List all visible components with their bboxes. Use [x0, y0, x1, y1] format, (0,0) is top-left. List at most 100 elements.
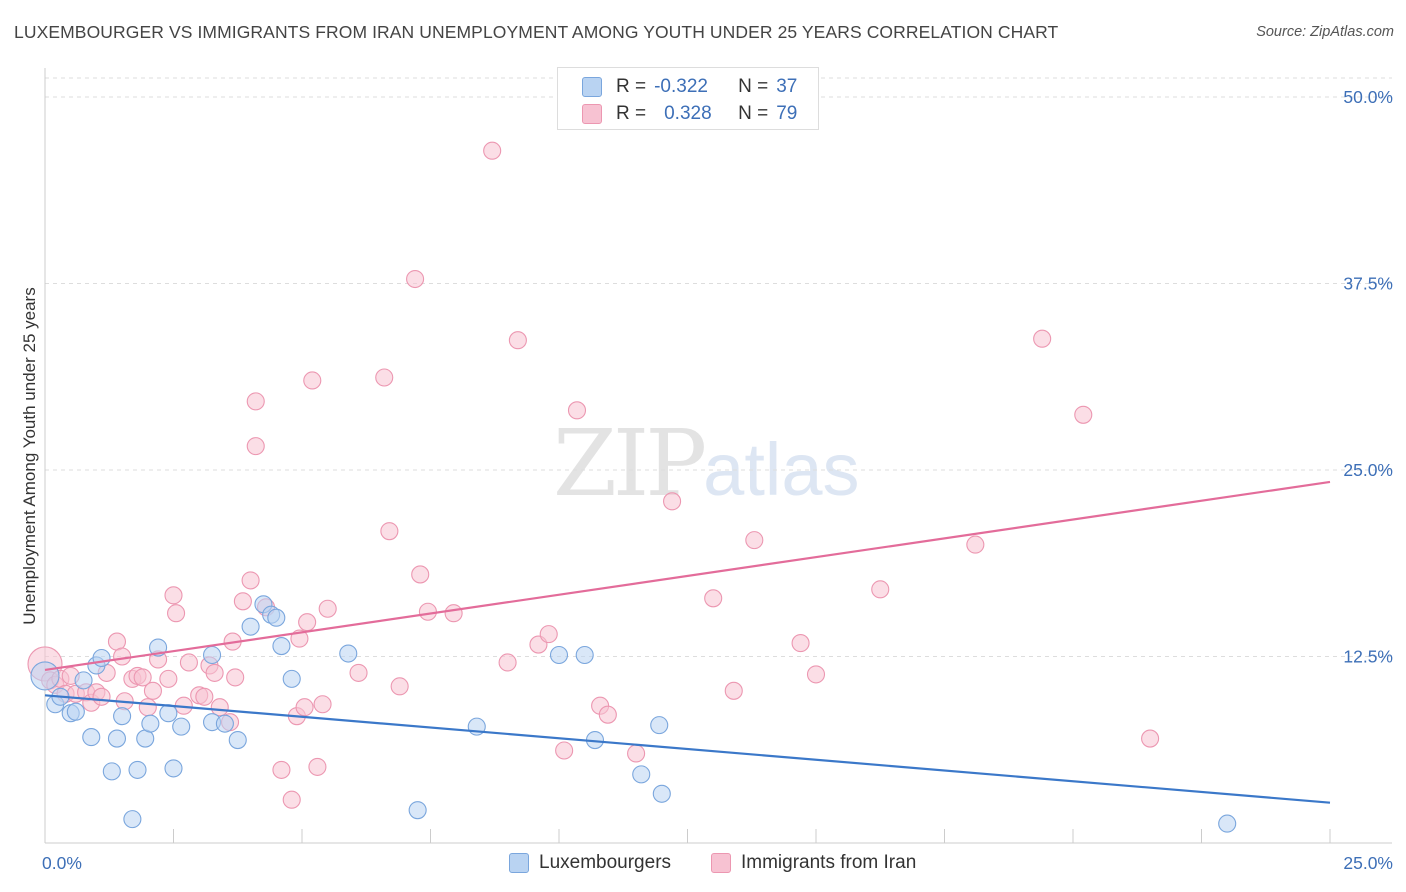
correlation-legend: R = -0.322 N = 37 R = 0.328 N = 79 — [557, 67, 819, 130]
luxembourger-point — [107, 729, 127, 748]
luxembourger-point — [102, 762, 121, 781]
legend-n-value: 79 — [776, 103, 798, 124]
iran-point — [138, 698, 157, 717]
iran-point — [806, 665, 826, 684]
iran-point — [375, 368, 394, 387]
luxembourger-point — [123, 810, 142, 829]
luxembourger-point — [575, 645, 594, 665]
iran-point — [1141, 729, 1160, 748]
iran-point — [444, 604, 463, 623]
iran-point — [1074, 405, 1093, 424]
bottom-legend-luxembourgers: Luxembourgers — [509, 852, 671, 874]
luxembourger-point — [650, 716, 669, 735]
luxembourger-point — [203, 645, 222, 665]
luxembourger-point — [339, 644, 358, 663]
iran-point — [313, 695, 332, 714]
iran-point — [205, 663, 224, 682]
iran-point — [92, 687, 111, 706]
luxembourger-point — [408, 801, 427, 820]
legend-r-label: R = — [616, 103, 647, 124]
iran-point — [246, 392, 265, 411]
iran-point — [241, 571, 260, 590]
luxembourger-point — [92, 648, 111, 668]
iran-point — [282, 790, 301, 809]
iran-trend-line — [44, 480, 1331, 672]
iran-point — [627, 744, 646, 763]
luxembourger-point — [282, 669, 301, 688]
luxembourger-point — [652, 784, 671, 803]
bottom-legend-swatch-pink — [711, 853, 731, 873]
iran-point — [195, 687, 214, 706]
iran-point — [113, 647, 132, 666]
iran-point — [508, 331, 527, 350]
iran-point — [406, 269, 425, 289]
iran-point — [663, 492, 682, 511]
x-tick-label: 0.0% — [42, 853, 82, 873]
legend-n-value: 37 — [776, 76, 798, 97]
chart-title: LUXEMBOURGER VS IMMIGRANTS FROM IRAN UNE… — [14, 22, 1059, 42]
legend-row-iran: R = 0.328 N = 79 — [582, 102, 797, 126]
iran-point — [295, 698, 314, 717]
iran-point — [349, 663, 368, 682]
luxembourger-point — [82, 728, 101, 747]
legend-swatch-pink — [582, 104, 602, 124]
iran-point — [246, 437, 265, 456]
iran-point — [318, 599, 337, 618]
bottom-legend-iran: Immigrants from Iran — [711, 852, 916, 874]
iran-point — [498, 653, 517, 672]
iran-point — [598, 705, 617, 724]
iran-point — [167, 604, 186, 623]
legend-swatch-blue — [582, 77, 602, 97]
bottom-legend-swatch-blue — [509, 853, 529, 873]
luxembourger-point — [113, 707, 132, 726]
legend-r-label: R = — [616, 76, 647, 97]
iran-point — [298, 613, 317, 632]
iran-point — [159, 669, 178, 688]
y-tick-label: 37.5% — [1343, 274, 1393, 294]
iran-point — [483, 141, 502, 160]
iran-point — [966, 535, 985, 554]
iran-point — [380, 522, 399, 541]
luxembourger-point — [267, 608, 286, 627]
luxembourger-point — [215, 714, 234, 733]
y-tick-label: 25.0% — [1343, 460, 1393, 480]
iran-point — [871, 580, 890, 599]
y-tick-label: 50.0% — [1343, 87, 1393, 107]
iran-point — [418, 602, 437, 621]
x-tick-label: 25.0% — [1343, 853, 1393, 873]
iran-point — [539, 625, 558, 644]
iran-point — [233, 592, 252, 611]
luxembourger-point — [632, 765, 651, 784]
iran-point — [411, 565, 430, 584]
legend-n-label: N = — [738, 103, 769, 124]
watermark: ZIPatlas — [553, 410, 859, 517]
iran-point — [1033, 329, 1052, 348]
iran-point — [272, 760, 291, 779]
luxembourger-point — [74, 671, 93, 690]
iran-point — [704, 589, 723, 608]
y-axis-label: Unemployment Among Youth under 25 years — [20, 287, 39, 625]
iran-point — [164, 586, 183, 605]
iran-point — [133, 668, 152, 687]
iran-point — [390, 677, 409, 696]
luxembourger-trend-line — [44, 694, 1331, 804]
iran-point — [555, 741, 574, 760]
legend-r-value: -0.322 — [654, 76, 708, 97]
iran-point — [210, 698, 229, 717]
legend-r-value: 0.328 — [664, 103, 712, 124]
iran-point — [226, 668, 245, 687]
iran-point — [791, 634, 810, 653]
luxembourger-point — [66, 702, 85, 721]
source-label: Source: ZipAtlas.com — [1256, 24, 1394, 40]
luxembourger-point — [241, 617, 260, 636]
luxembourger-point — [141, 714, 160, 733]
bottom-legend-label: Immigrants from Iran — [741, 852, 917, 873]
legend-n-label: N = — [738, 76, 769, 97]
legend-row-luxembourgers: R = -0.322 N = 37 — [582, 75, 797, 99]
luxembourger-point — [228, 731, 247, 750]
luxembourger-point — [1218, 814, 1237, 833]
luxembourger-point — [172, 717, 191, 736]
iran-point — [308, 757, 327, 776]
iran-point — [745, 531, 764, 550]
